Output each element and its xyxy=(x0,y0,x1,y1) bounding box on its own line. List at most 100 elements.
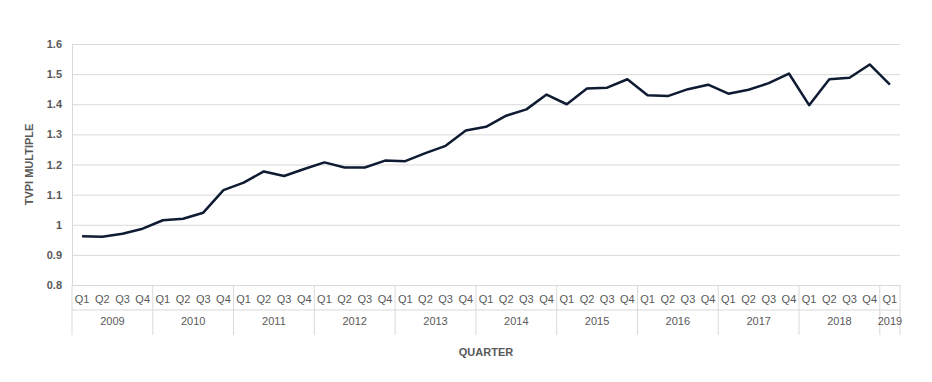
x-tick-label: Q1 xyxy=(721,293,736,305)
x-tick-label: Q4 xyxy=(862,293,877,305)
x-tick-label: Q3 xyxy=(600,293,615,305)
grid-line xyxy=(72,165,900,166)
x-tick-label: Q4 xyxy=(458,293,473,305)
x-tick-label: Q3 xyxy=(357,293,372,305)
y-tick: 0.8 xyxy=(47,279,900,291)
x-tick: Q1 xyxy=(479,285,494,305)
x-tick: Q4 xyxy=(135,285,150,305)
x-tick-label: Q2 xyxy=(418,293,433,305)
x-tick: Q1 xyxy=(398,285,413,305)
x-tick: Q3 xyxy=(277,285,292,305)
x-axis-title: QUARTER xyxy=(459,346,513,358)
x-tick: Q3 xyxy=(357,285,372,305)
grid-line xyxy=(72,134,900,135)
x-tick: Q1 xyxy=(721,285,736,305)
grid-line xyxy=(72,104,900,105)
x-tick-label: Q2 xyxy=(176,293,191,305)
x-tick-label: Q4 xyxy=(297,293,312,305)
x-tick-label: Q2 xyxy=(741,293,756,305)
x-tick: Q2 xyxy=(95,285,110,305)
y-tick: 0.9 xyxy=(47,249,900,261)
x-tick: Q3 xyxy=(196,285,211,305)
x-tick: Q4 xyxy=(216,285,231,305)
y-tick: 1.4 xyxy=(47,98,900,110)
x-tick-label: Q3 xyxy=(196,293,211,305)
chart-svg: 0.80.911.11.21.31.41.51.6Q1Q2Q3Q4Q1Q2Q3Q… xyxy=(0,0,932,382)
x-tick-label: Q1 xyxy=(236,293,251,305)
x-tick: Q3 xyxy=(438,285,453,305)
y-tick: 1.2 xyxy=(47,159,900,171)
x-tick: Q1 xyxy=(559,285,574,305)
x-axis-line xyxy=(73,285,901,286)
y-tick: 1.1 xyxy=(47,189,900,201)
x-tick: Q1 xyxy=(317,285,332,305)
x-tick: Q1 xyxy=(75,285,90,305)
x-tick-label: Q1 xyxy=(559,293,574,305)
x-tick: Q4 xyxy=(701,285,716,305)
plot: 0.80.911.11.21.31.41.51.6Q1Q2Q3Q4Q1Q2Q3Q… xyxy=(47,38,902,335)
grid-line xyxy=(72,255,900,256)
y-tick-label: 1.2 xyxy=(47,159,62,171)
x-tick: Q2 xyxy=(257,285,272,305)
year-label: 2012 xyxy=(342,315,366,327)
series-group xyxy=(82,64,890,236)
year-label: 2015 xyxy=(585,315,609,327)
x-tick: Q3 xyxy=(681,285,696,305)
y-axis: 0.80.911.11.21.31.41.51.6 xyxy=(47,38,900,291)
y-tick-label: 1 xyxy=(56,219,62,231)
x-tick: Q4 xyxy=(862,285,877,305)
y-tick-label: 1.4 xyxy=(47,98,63,110)
x-tick: Q1 xyxy=(883,285,898,305)
year-label: 2019 xyxy=(878,315,902,327)
x-tick: Q1 xyxy=(236,285,251,305)
x-tick: Q4 xyxy=(620,285,635,305)
x-tick: Q2 xyxy=(337,285,352,305)
x-groups: 2009201020112012201320142015201620172018… xyxy=(72,285,902,335)
grid-line xyxy=(72,285,900,286)
x-tick-label: Q3 xyxy=(277,293,292,305)
x-tick-label: Q4 xyxy=(701,293,716,305)
x-tick: Q2 xyxy=(822,285,837,305)
grid-line xyxy=(72,225,900,226)
grid-line xyxy=(72,74,900,75)
x-tick-label: Q3 xyxy=(519,293,534,305)
x-tick: Q3 xyxy=(842,285,857,305)
x-tick: Q4 xyxy=(782,285,797,305)
year-label: 2010 xyxy=(181,315,205,327)
x-tick-label: Q3 xyxy=(761,293,776,305)
x-tick: Q3 xyxy=(115,285,130,305)
x-tick-label: Q3 xyxy=(681,293,696,305)
group-divider xyxy=(72,310,900,311)
x-tick-label: Q1 xyxy=(317,293,332,305)
x-tick-label: Q2 xyxy=(257,293,272,305)
y-axis-title: TVPI MULTIPLE xyxy=(23,124,35,206)
x-tick: Q1 xyxy=(802,285,817,305)
x-tick-label: Q4 xyxy=(216,293,231,305)
x-tick: Q1 xyxy=(640,285,655,305)
y-tick-label: 1.5 xyxy=(47,68,62,80)
x-tick: Q4 xyxy=(458,285,473,305)
series-line xyxy=(82,64,890,236)
x-tick: Q2 xyxy=(660,285,675,305)
year-label: 2014 xyxy=(504,315,528,327)
y-tick-label: 1.3 xyxy=(47,128,62,140)
x-tick: Q2 xyxy=(176,285,191,305)
y-tick: 1.5 xyxy=(47,68,900,80)
x-tick: Q4 xyxy=(297,285,312,305)
x-tick-label: Q1 xyxy=(75,293,90,305)
x-tick-label: Q1 xyxy=(802,293,817,305)
year-label: 2017 xyxy=(746,315,770,327)
x-tick: Q3 xyxy=(761,285,776,305)
x-tick-label: Q2 xyxy=(337,293,352,305)
y-tick-label: 0.8 xyxy=(47,279,62,291)
x-tick-label: Q3 xyxy=(842,293,857,305)
x-tick-label: Q2 xyxy=(499,293,514,305)
x-tick: Q2 xyxy=(418,285,433,305)
x-tick: Q4 xyxy=(539,285,554,305)
x-tick-label: Q4 xyxy=(539,293,554,305)
x-tick-label: Q3 xyxy=(438,293,453,305)
x-tick-label: Q4 xyxy=(135,293,150,305)
y-tick-label: 1.1 xyxy=(47,189,62,201)
x-tick: Q3 xyxy=(519,285,534,305)
x-tick-label: Q1 xyxy=(883,293,898,305)
